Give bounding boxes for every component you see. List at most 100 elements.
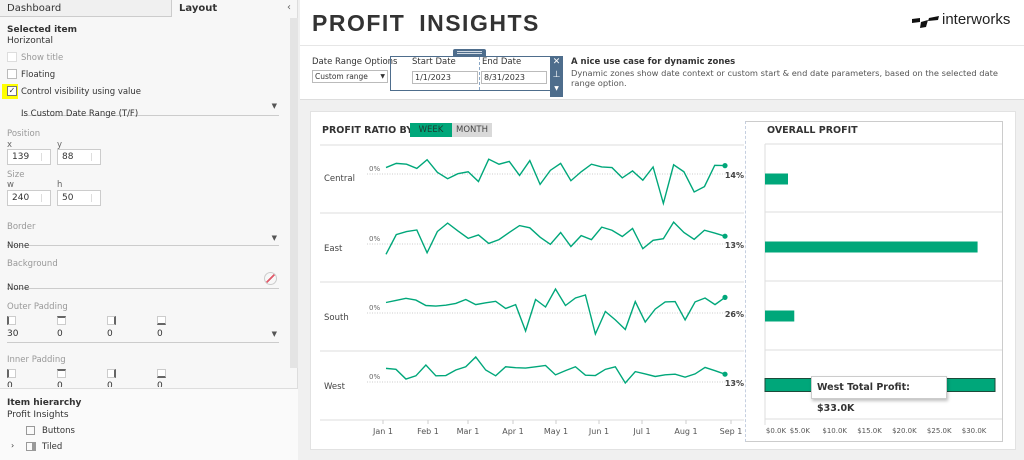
chevron-down-icon: ▼: [271, 234, 277, 242]
control-visibility-label: Control visibility using value: [21, 87, 142, 97]
tiled-icon: [26, 442, 36, 451]
close-icon[interactable]: ✕: [552, 57, 561, 67]
start-date-label: Start Date: [412, 57, 456, 67]
end-label: 13%: [725, 241, 744, 250]
bar-tick-label: $20.0K: [892, 427, 917, 435]
outer-padding-control[interactable]: 30 0 0 0 ▼: [7, 314, 279, 343]
tab-dashboard[interactable]: Dashboard: [0, 0, 172, 17]
x-tick-label: Aug 1: [674, 427, 697, 436]
end-date-value: 8/31/2023: [484, 73, 526, 82]
background-value: None: [7, 283, 30, 293]
padding-right-icon: [107, 369, 116, 378]
padding-left-icon: [7, 369, 16, 378]
hierarchy-item-tiled[interactable]: Tiled: [42, 442, 63, 452]
visibility-field-value: Is Custom Date Range (T/F): [21, 109, 139, 119]
background-picker[interactable]: None: [7, 272, 279, 293]
w-value: 240: [12, 193, 30, 203]
bar-tick-label: $10.0K: [822, 427, 847, 435]
inner-padding-bottom: 0: [157, 381, 163, 387]
end-date-input[interactable]: 8/31/2023: [481, 71, 547, 84]
tab-label: Layout: [179, 3, 218, 14]
chevron-down-icon: ▼: [380, 73, 385, 80]
x-tick-label: Jan 1: [372, 427, 393, 436]
zero-label: 0%: [369, 235, 380, 243]
end-point: [722, 294, 728, 300]
x-value: 139: [12, 152, 30, 162]
month-label: MONTH: [456, 125, 488, 135]
inner-padding-control[interactable]: 0 0 0 0: [7, 367, 279, 387]
series-line-west: [385, 355, 726, 385]
week-label: WEEK: [418, 125, 444, 135]
bar-tick-label: $30.0K: [962, 427, 987, 435]
x-tick-label: Jul 1: [632, 427, 650, 436]
page-title: PROFIT INSIGHTS: [312, 10, 540, 36]
date-range-value: Custom range: [315, 72, 368, 81]
start-date-input[interactable]: 1/1/2023: [412, 71, 478, 84]
padding-top-icon: [57, 316, 66, 325]
inner-padding-label: Inner Padding: [7, 355, 66, 365]
start-date-value: 1/1/2023: [415, 73, 451, 82]
pin-icon[interactable]: ⊥: [552, 70, 561, 80]
date-range-label: Date Range Options: [312, 57, 398, 67]
series-line-central: [385, 158, 726, 207]
inner-padding-right: 0: [107, 381, 113, 387]
bar-south: [765, 310, 795, 322]
tab-label: Dashboard: [7, 3, 62, 14]
tab-layout[interactable]: Layout: [172, 0, 282, 17]
w-label: w: [7, 180, 14, 190]
h-value: 50: [62, 193, 74, 203]
outer-padding-bottom: 0: [157, 329, 163, 339]
x-tick-label: Apr 1: [502, 427, 523, 436]
y-value: 88: [62, 152, 74, 162]
overall-profit-title: OVERALL PROFIT: [767, 125, 858, 136]
padding-bottom-icon: [157, 316, 166, 325]
layout-panel: Dashboard Layout ‹ Selected item Horizon…: [0, 0, 298, 460]
selected-item-heading: Selected item: [7, 25, 77, 35]
drag-handle[interactable]: [453, 49, 486, 57]
x-tick-label: Mar 1: [457, 427, 480, 436]
date-range-dropdown[interactable]: Custom range ▼: [312, 70, 388, 83]
more-options-icon[interactable]: ▼: [554, 85, 559, 92]
bar-tick-label: $5.0K: [790, 427, 811, 435]
border-dropdown[interactable]: None ▼: [7, 233, 279, 251]
w-input[interactable]: 240: [7, 190, 51, 206]
end-date-label: End Date: [482, 57, 522, 67]
panel-scrollbar[interactable]: [290, 18, 298, 368]
hierarchy-item-buttons[interactable]: Buttons: [42, 426, 75, 436]
visibility-field-dropdown[interactable]: Is Custom Date Range (T/F) ▼: [21, 101, 279, 119]
hierarchy-root[interactable]: Profit Insights: [7, 410, 69, 420]
control-visibility-checkbox[interactable]: ✓: [7, 86, 17, 96]
y-input[interactable]: 88: [57, 149, 101, 165]
expand-icon[interactable]: ›: [11, 441, 15, 450]
divider: [300, 45, 1024, 46]
item-hierarchy: Item hierarchy Profit Insights Buttons ›…: [0, 388, 298, 460]
inner-padding-left: 0: [7, 381, 13, 387]
note-title: A nice use case for dynamic zones: [571, 57, 736, 67]
floating-checkbox[interactable]: [7, 69, 17, 79]
h-label: h: [57, 180, 63, 190]
show-title-label: Show title: [21, 53, 64, 63]
bar-central: [765, 173, 788, 185]
padding-left-icon: [7, 316, 16, 325]
tooltip: West Total Profit: $33.0K: [811, 376, 947, 414]
collapse-panel-icon[interactable]: ‹: [287, 2, 291, 13]
x-input[interactable]: 139: [7, 149, 51, 165]
row-label: West: [324, 382, 346, 392]
chevron-down-icon: ▼: [271, 330, 277, 338]
logo-text: interworks: [942, 11, 1011, 28]
buttons-icon: [26, 426, 35, 435]
selected-item-value: Horizontal: [7, 36, 53, 46]
end-point: [722, 233, 728, 239]
week-toggle[interactable]: WEEK: [410, 123, 452, 137]
chevron-down-icon: ▼: [271, 102, 277, 110]
floating-label: Floating: [21, 70, 56, 80]
show-title-checkbox[interactable]: [7, 52, 17, 62]
bar-tick-label: $15.0K: [857, 427, 882, 435]
end-point: [722, 163, 728, 169]
h-input[interactable]: 50: [57, 190, 101, 206]
month-toggle[interactable]: MONTH: [452, 123, 492, 137]
outer-padding-left: 30: [7, 329, 19, 339]
zone-divider: [479, 57, 480, 90]
no-color-icon[interactable]: [264, 272, 277, 285]
bar-east: [765, 241, 978, 253]
